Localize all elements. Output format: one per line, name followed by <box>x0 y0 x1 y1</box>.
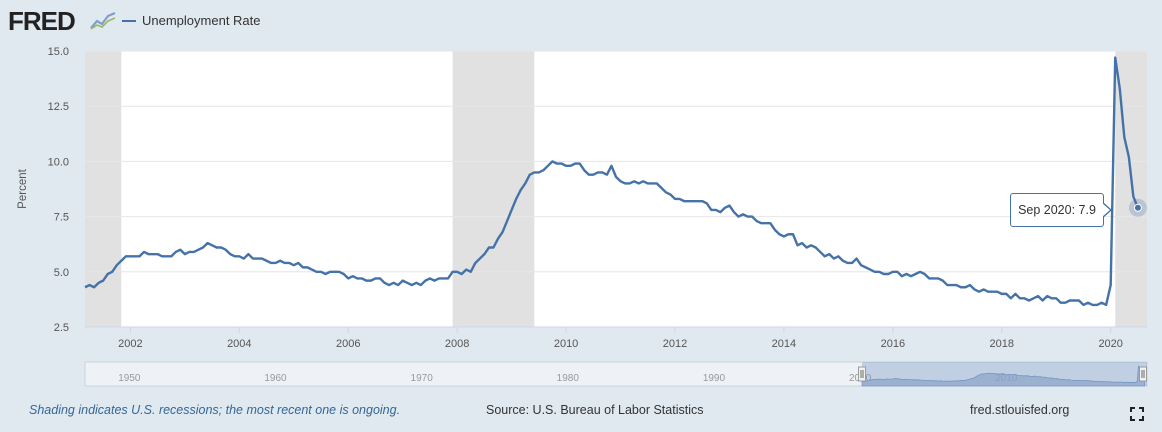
x-tick-label: 2008 <box>445 338 469 350</box>
x-tick-label: 2012 <box>663 338 687 350</box>
y-tick-label: 15.0 <box>48 46 69 58</box>
plot-background <box>85 51 1147 327</box>
chart-header: FRED Unemployment Rate <box>0 0 1162 42</box>
navigator-selected-range[interactable] <box>862 362 1147 386</box>
x-tick-label: 2018 <box>990 338 1014 350</box>
navigator-tick-label: 1970 <box>411 373 434 384</box>
x-tick-label: 2016 <box>881 338 905 350</box>
recession-note: Shading indicates U.S. recessions; the m… <box>29 403 401 417</box>
hover-marker[interactable] <box>1133 203 1142 212</box>
line-chart-icon <box>90 12 116 30</box>
data-tooltip: Sep 2020: 7.9 <box>1010 193 1104 227</box>
navigator-tick-label: 1990 <box>703 373 726 384</box>
y-tick-label: 5.0 <box>54 267 69 279</box>
navigator-handle-grip[interactable] <box>858 366 867 382</box>
navigator-tick-label: 1960 <box>264 373 287 384</box>
x-tick-label: 2006 <box>336 338 360 350</box>
site-link[interactable]: fred.stlouisfed.org <box>970 403 1070 417</box>
x-tick-label: 2014 <box>772 338 796 350</box>
x-tick-label: 2020 <box>1098 338 1122 350</box>
tooltip-arrow-inner <box>1102 203 1110 217</box>
navigator-handle-right[interactable] <box>1139 366 1147 382</box>
chart-area: 2.55.07.510.012.515.0 2002 2004 2006 2008 20… <box>17 46 1148 387</box>
x-tick-label: 2002 <box>118 338 142 350</box>
navigator-tick-label: 1950 <box>118 373 141 384</box>
source-text: Source: U.S. Bureau of Labor Statistics <box>486 403 704 417</box>
expand-icon[interactable] <box>1130 407 1144 421</box>
navigator-tick-label: 1980 <box>557 373 580 384</box>
tooltip-value: 7.9 <box>1078 203 1096 217</box>
navigator-series-area <box>861 365 1145 387</box>
y-tick-label: 2.5 <box>54 322 69 334</box>
legend-swatch <box>122 19 136 22</box>
y-axis-title: Percent <box>17 168 29 208</box>
tooltip-date: Sep 2020: <box>1018 203 1076 217</box>
legend: Unemployment Rate <box>122 13 261 28</box>
fred-logo[interactable]: FRED <box>8 6 76 36</box>
navigator-handle-left[interactable] <box>858 366 867 382</box>
x-axis: 2002 2004 2006 2008 2010 2012 2014 2016 2018 2020 <box>85 326 1147 350</box>
y-axis: 2.5 5.0 7.5 10.0 12.5 15.0 <box>48 46 69 334</box>
series-line-unemployment-rate[interactable] <box>84 56 1140 307</box>
legend-label[interactable]: Unemployment Rate <box>142 13 261 28</box>
x-tick-label: 2010 <box>554 338 578 350</box>
y-tick-label: 12.5 <box>48 101 69 113</box>
navigator-handle-grip[interactable] <box>1139 366 1147 382</box>
y-tick-label: 7.5 <box>54 212 69 224</box>
x-tick-label: 2004 <box>227 338 251 350</box>
y-tick-label: 10.0 <box>48 156 69 168</box>
